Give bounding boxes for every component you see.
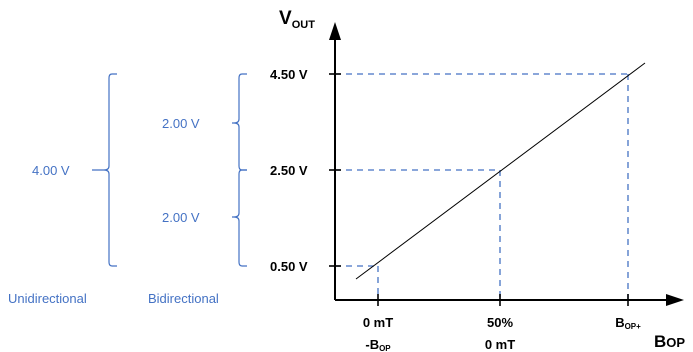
x-tick-label-zero-line2: -BOP	[365, 337, 391, 352]
y-tick-label-mid: 2.50 V	[270, 163, 308, 178]
unidirectional-caption: Unidirectional	[8, 291, 87, 306]
x-axis-title-sub: OP	[666, 335, 685, 350]
x-tick-label-zero-line2-main: -B	[365, 337, 379, 352]
y-tick-label-low: 0.50 V	[270, 259, 308, 274]
y-axis-title-main: V	[279, 8, 292, 29]
x-tick-label-full: BOP+	[615, 315, 641, 331]
bidirectional-upper-bracket	[232, 73, 247, 171]
x-axis-arrow	[666, 294, 684, 306]
x-tick-label-zero-line2-sub: OP	[379, 344, 391, 352]
x-tick-label-half-line2: 0 mT	[485, 337, 515, 352]
bidirectional-upper-span-label: 2.00 V	[162, 116, 200, 131]
x-tick-label-full-sub: OP+	[625, 322, 642, 331]
bidirectional-caption: Bidirectional	[148, 291, 219, 306]
bidirectional-lower-span-label: 2.00 V	[162, 210, 200, 225]
x-tick-label-full-main: B	[615, 315, 624, 330]
bidirectional-lower-bracket	[232, 169, 247, 267]
y-axis-title-sub: OUT	[292, 19, 316, 31]
x-axis-title: BOP	[654, 332, 685, 351]
y-tick-label-high: 4.50 V	[270, 67, 308, 82]
x-tick-label-zero: 0 mT	[363, 315, 393, 330]
x-axis-title-main: B	[654, 332, 666, 351]
x-tick-label-half: 50%	[487, 315, 513, 330]
y-axis-arrow	[329, 22, 341, 40]
unidirectional-span-label: 4.00 V	[32, 163, 70, 178]
transfer-line	[355, 62, 646, 280]
y-axis-title: VOUT	[279, 8, 315, 31]
unidirectional-bracket	[92, 73, 117, 267]
